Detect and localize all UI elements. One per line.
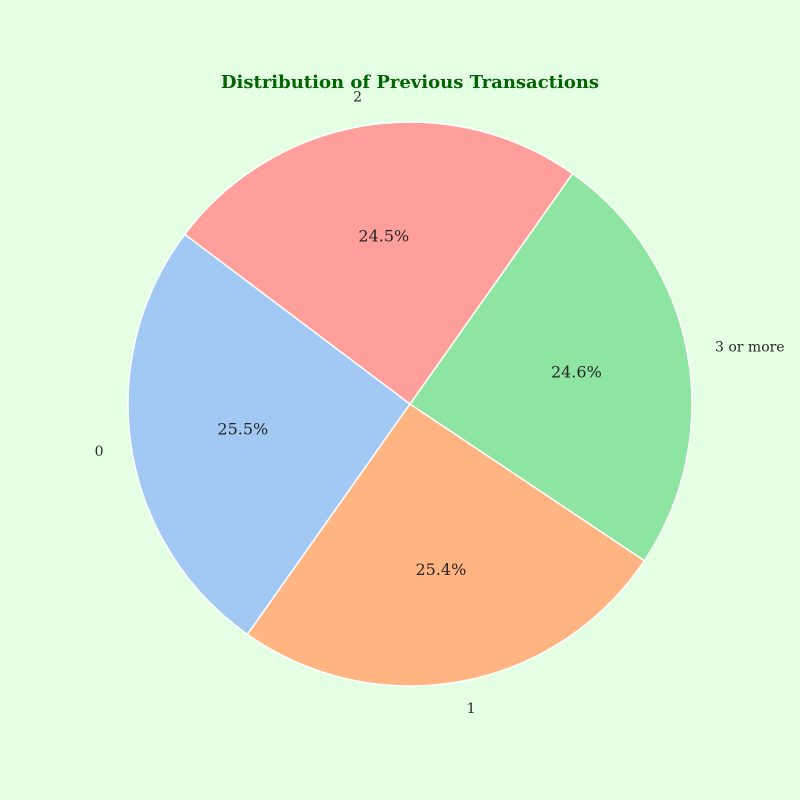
pie-slice-1 (246, 403, 646, 687)
pie-slice-2 (184, 121, 574, 405)
slice-percent-label: 25.4% (415, 560, 466, 579)
chart-title: Distribution of Previous Transactions (221, 72, 599, 93)
slice-category-label: 2 (353, 90, 362, 106)
pie-slice-0 (127, 233, 411, 636)
slice-category-label: 1 (467, 701, 476, 717)
pie-labels: 0 25.5% 1 25.4% 3 or more 24.6% 2 24.5% (95, 90, 785, 717)
slice-percent-label: 24.5% (358, 226, 409, 245)
pie-wedges (127, 121, 693, 687)
slice-category-label: 3 or more (715, 339, 785, 355)
slice-percent-label: 24.6% (551, 363, 602, 382)
slice-percent-label: 25.5% (217, 420, 268, 439)
slice-category-label: 0 (95, 444, 104, 460)
pie-slice-3-or-more (409, 172, 693, 562)
